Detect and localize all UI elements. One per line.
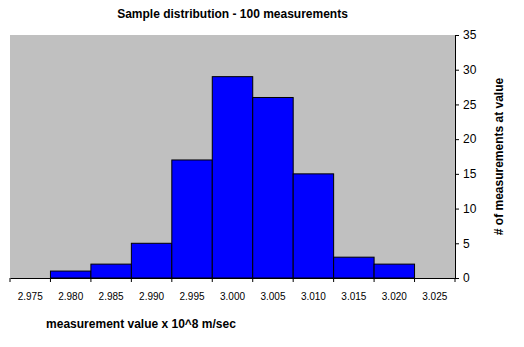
- bar: [91, 264, 131, 278]
- x-tick: 2.995: [180, 278, 205, 302]
- x-axis: 2.975 2.980 2.985 2.990 2.995 3.000 3.005 3.010…: [11, 278, 456, 302]
- y-tick-mark: [455, 278, 459, 279]
- y-tick: 10: [455, 202, 477, 216]
- x-separator: [10, 278, 11, 282]
- bar: [131, 243, 171, 278]
- x-separator: [333, 278, 334, 282]
- bar: [374, 264, 414, 278]
- x-separator: [374, 278, 375, 282]
- x-separator: [50, 278, 51, 282]
- x-tick-label: 3.025: [422, 291, 447, 302]
- bar: [334, 257, 374, 278]
- y-tick: 15: [455, 167, 477, 181]
- x-tick-label: 2.995: [180, 291, 205, 302]
- y-tick-mark: [455, 139, 459, 140]
- y-tick-label: 10: [463, 202, 477, 216]
- bar: [415, 278, 455, 279]
- bar: [212, 77, 252, 278]
- bar: [10, 278, 50, 279]
- x-tick: 2.985: [99, 278, 124, 302]
- x-axis-title: measurement value x 10^8 m/sec: [46, 317, 236, 331]
- y-axis: 0 5 10 15 20 25 30 35: [455, 28, 477, 285]
- x-tick-label: 3.010: [301, 291, 326, 302]
- x-tick-label: 2.980: [58, 291, 83, 302]
- x-tick: 3.005: [260, 278, 285, 302]
- title: Sample distribution - 100 measurements: [117, 7, 348, 21]
- y-tick-mark: [455, 209, 459, 210]
- y-tick-label: 0: [463, 271, 470, 285]
- x-tick-label: 3.000: [220, 291, 245, 302]
- x-tick: 2.990: [139, 278, 164, 302]
- y-tick: 35: [455, 28, 477, 42]
- y-tick-label: 5: [463, 237, 470, 251]
- bars: [50, 77, 414, 278]
- bar: [50, 271, 90, 278]
- x-tick-label: 3.015: [341, 291, 366, 302]
- x-tick: 2.975: [18, 278, 43, 302]
- bar: [253, 97, 293, 278]
- x-tick-label: 2.975: [18, 291, 43, 302]
- x-tick: 3.000: [220, 278, 245, 302]
- x-tick: 2.980: [58, 278, 83, 302]
- x-separators: [10, 278, 455, 282]
- x-tick-label: 3.020: [382, 291, 407, 302]
- plot-area: [10, 35, 455, 278]
- x-tick-label: 3.005: [260, 291, 285, 302]
- x-tick: 3.015: [341, 278, 366, 302]
- x-tick: 3.025: [422, 278, 447, 302]
- x-separator: [212, 278, 213, 282]
- y-axis-line: [455, 36, 456, 279]
- y-tick: 20: [455, 132, 477, 146]
- bar: [293, 174, 333, 278]
- x-separator: [171, 278, 172, 282]
- bar: [172, 160, 212, 278]
- x-separator: [414, 278, 415, 282]
- background: [0, 0, 524, 347]
- x-separator: [252, 278, 253, 282]
- y-tick-label: 35: [463, 28, 477, 42]
- y-tick-label: 15: [463, 167, 477, 181]
- y-axis-title: # of measurements at value: [492, 77, 506, 235]
- x-separator: [293, 278, 294, 282]
- x-tick: 3.010: [301, 278, 326, 302]
- y-tick-mark: [455, 35, 459, 36]
- x-separator: [90, 278, 91, 282]
- x-separator: [455, 278, 456, 282]
- x-axis-line: [11, 278, 456, 279]
- x-tick: 3.020: [382, 278, 407, 302]
- y-tick: 5: [455, 237, 470, 251]
- chart: 0 5 10 15 20 25 30 35 2.975 2.980 2.985 2.990 2.995 3…: [0, 0, 524, 347]
- x-tick-label: 2.985: [99, 291, 124, 302]
- y-tick-label: 30: [463, 63, 477, 77]
- y-tick: 0: [455, 271, 470, 285]
- x-tick-label: 2.990: [139, 291, 164, 302]
- y-tick-mark: [455, 70, 459, 71]
- y-tick: 30: [455, 63, 477, 77]
- y-tick-mark: [455, 174, 459, 175]
- y-tick-label: 25: [463, 98, 477, 112]
- y-tick-mark: [455, 243, 459, 244]
- x-separator: [131, 278, 132, 282]
- y-tick-label: 20: [463, 132, 477, 146]
- y-tick-mark: [455, 104, 459, 105]
- y-tick: 25: [455, 98, 477, 112]
